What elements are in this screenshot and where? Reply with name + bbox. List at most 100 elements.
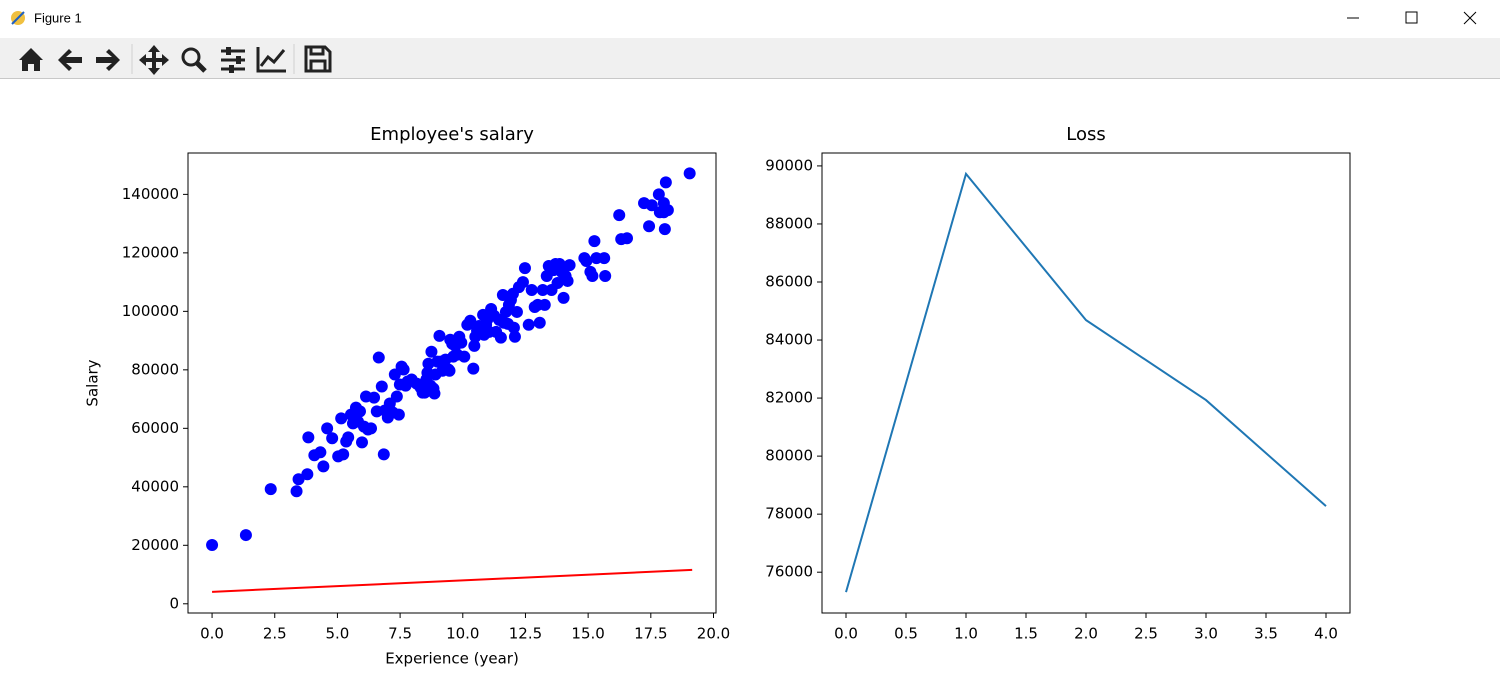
scatter-point bbox=[317, 460, 330, 473]
scatter-point bbox=[586, 269, 599, 282]
scatter-point bbox=[580, 255, 593, 268]
y-tick-label: 78000 bbox=[765, 505, 813, 523]
zoom-button[interactable] bbox=[181, 47, 207, 73]
scatter-point bbox=[368, 391, 381, 404]
scatter-point bbox=[468, 339, 481, 352]
scatter-point bbox=[661, 204, 674, 217]
scatter-point bbox=[645, 199, 658, 212]
scatter-point bbox=[652, 188, 665, 201]
axes-title: Employee's salary bbox=[370, 124, 534, 145]
scatter-point bbox=[342, 431, 355, 444]
scatter-point bbox=[518, 262, 531, 275]
scatter-point bbox=[433, 329, 446, 342]
x-tick-label: 1.5 bbox=[1014, 625, 1038, 643]
scatter-point bbox=[658, 223, 671, 236]
scatter-point bbox=[561, 274, 574, 287]
x-tick-label: 0.0 bbox=[834, 625, 858, 643]
scatter-point bbox=[428, 387, 441, 400]
scatter-point bbox=[390, 390, 403, 403]
scatter-point bbox=[302, 431, 315, 444]
line-series bbox=[845, 171, 1327, 593]
configure-subplots-button[interactable] bbox=[221, 47, 245, 73]
scatter-point bbox=[388, 368, 401, 381]
x-tick-label: 2.5 bbox=[1134, 625, 1158, 643]
axes-background bbox=[188, 153, 716, 613]
scatter-point bbox=[536, 284, 549, 297]
scatter-point bbox=[314, 446, 327, 459]
scatter-point bbox=[508, 330, 521, 343]
x-tick-label: 2.5 bbox=[263, 625, 287, 643]
scatter-point bbox=[337, 448, 350, 461]
line-series bbox=[212, 568, 693, 593]
scatter-point bbox=[620, 232, 633, 245]
y-tick-label: 140000 bbox=[122, 185, 179, 203]
y-tick-label: 88000 bbox=[765, 214, 813, 232]
y-axis-label: Salary bbox=[84, 359, 102, 406]
scatter-point bbox=[397, 363, 410, 376]
scatter-point bbox=[326, 432, 339, 445]
x-tick-label: 15.0 bbox=[571, 625, 604, 643]
scatter-point bbox=[598, 252, 611, 265]
scatter-point bbox=[494, 331, 507, 344]
scatter-point bbox=[533, 316, 546, 329]
scatter-point bbox=[425, 345, 438, 358]
scatter-point bbox=[353, 405, 366, 418]
x-tick-label: 10.0 bbox=[446, 625, 479, 643]
scatter-point bbox=[659, 176, 672, 189]
scatter-point bbox=[557, 291, 570, 304]
x-tick-label: 20.0 bbox=[697, 625, 730, 643]
window-title: Figure 1 bbox=[34, 10, 82, 25]
scatter-point bbox=[588, 235, 601, 248]
y-tick-label: 90000 bbox=[765, 156, 813, 174]
x-tick-label: 2.0 bbox=[1074, 625, 1098, 643]
y-tick-label: 20000 bbox=[131, 536, 179, 554]
scatter-point bbox=[467, 362, 480, 375]
close-button[interactable] bbox=[1445, 0, 1495, 36]
scatter-point bbox=[422, 357, 435, 370]
scatter-point bbox=[375, 380, 388, 393]
x-tick-label: 0.0 bbox=[200, 625, 224, 643]
forward-button[interactable] bbox=[96, 49, 120, 71]
y-tick-label: 120000 bbox=[122, 243, 179, 261]
scatter-point bbox=[507, 321, 520, 334]
scatter-point bbox=[372, 351, 385, 364]
x-tick-label: 7.5 bbox=[388, 625, 412, 643]
y-tick-label: 76000 bbox=[765, 563, 813, 581]
scatter-point bbox=[239, 529, 252, 542]
scatter-point bbox=[290, 485, 303, 498]
y-tick-label: 40000 bbox=[131, 477, 179, 495]
scatter-point bbox=[525, 284, 538, 297]
home-button[interactable] bbox=[19, 48, 43, 71]
scatter-point bbox=[643, 220, 656, 233]
scatter-point bbox=[522, 318, 535, 331]
axes-background bbox=[822, 153, 1350, 613]
y-tick-label: 60000 bbox=[131, 419, 179, 437]
maximize-button[interactable] bbox=[1386, 0, 1436, 36]
edit-axes-button[interactable] bbox=[256, 47, 286, 73]
y-tick-label: 80000 bbox=[765, 447, 813, 465]
save-button[interactable] bbox=[304, 45, 332, 73]
pan-button[interactable] bbox=[139, 45, 169, 75]
x-tick-label: 4.0 bbox=[1314, 625, 1338, 643]
x-tick-label: 3.5 bbox=[1254, 625, 1278, 643]
scatter-point bbox=[613, 209, 626, 222]
scatter-point bbox=[206, 539, 219, 552]
scatter-point bbox=[355, 436, 368, 449]
scatter-point bbox=[455, 336, 468, 349]
scatter-point bbox=[365, 422, 378, 435]
axes-frame bbox=[187, 152, 717, 614]
x-tick-label: 17.5 bbox=[634, 625, 667, 643]
y-tick-label: 100000 bbox=[122, 302, 179, 320]
scatter-point bbox=[538, 298, 551, 311]
scatter-point bbox=[321, 422, 334, 435]
back-button[interactable] bbox=[58, 49, 82, 71]
scatter-point bbox=[392, 408, 405, 421]
scatter-point bbox=[551, 276, 564, 289]
minimize-button[interactable] bbox=[1330, 0, 1380, 36]
scatter-point bbox=[458, 350, 471, 363]
x-tick-label: 5.0 bbox=[325, 625, 349, 643]
plots: 0.0 2.5 5.0 7.5 10.0 12.5 15.0 17.5 20.0 0 20000 40… bbox=[84, 124, 1351, 668]
scatter-point bbox=[301, 468, 314, 481]
scatter-point bbox=[563, 259, 576, 272]
